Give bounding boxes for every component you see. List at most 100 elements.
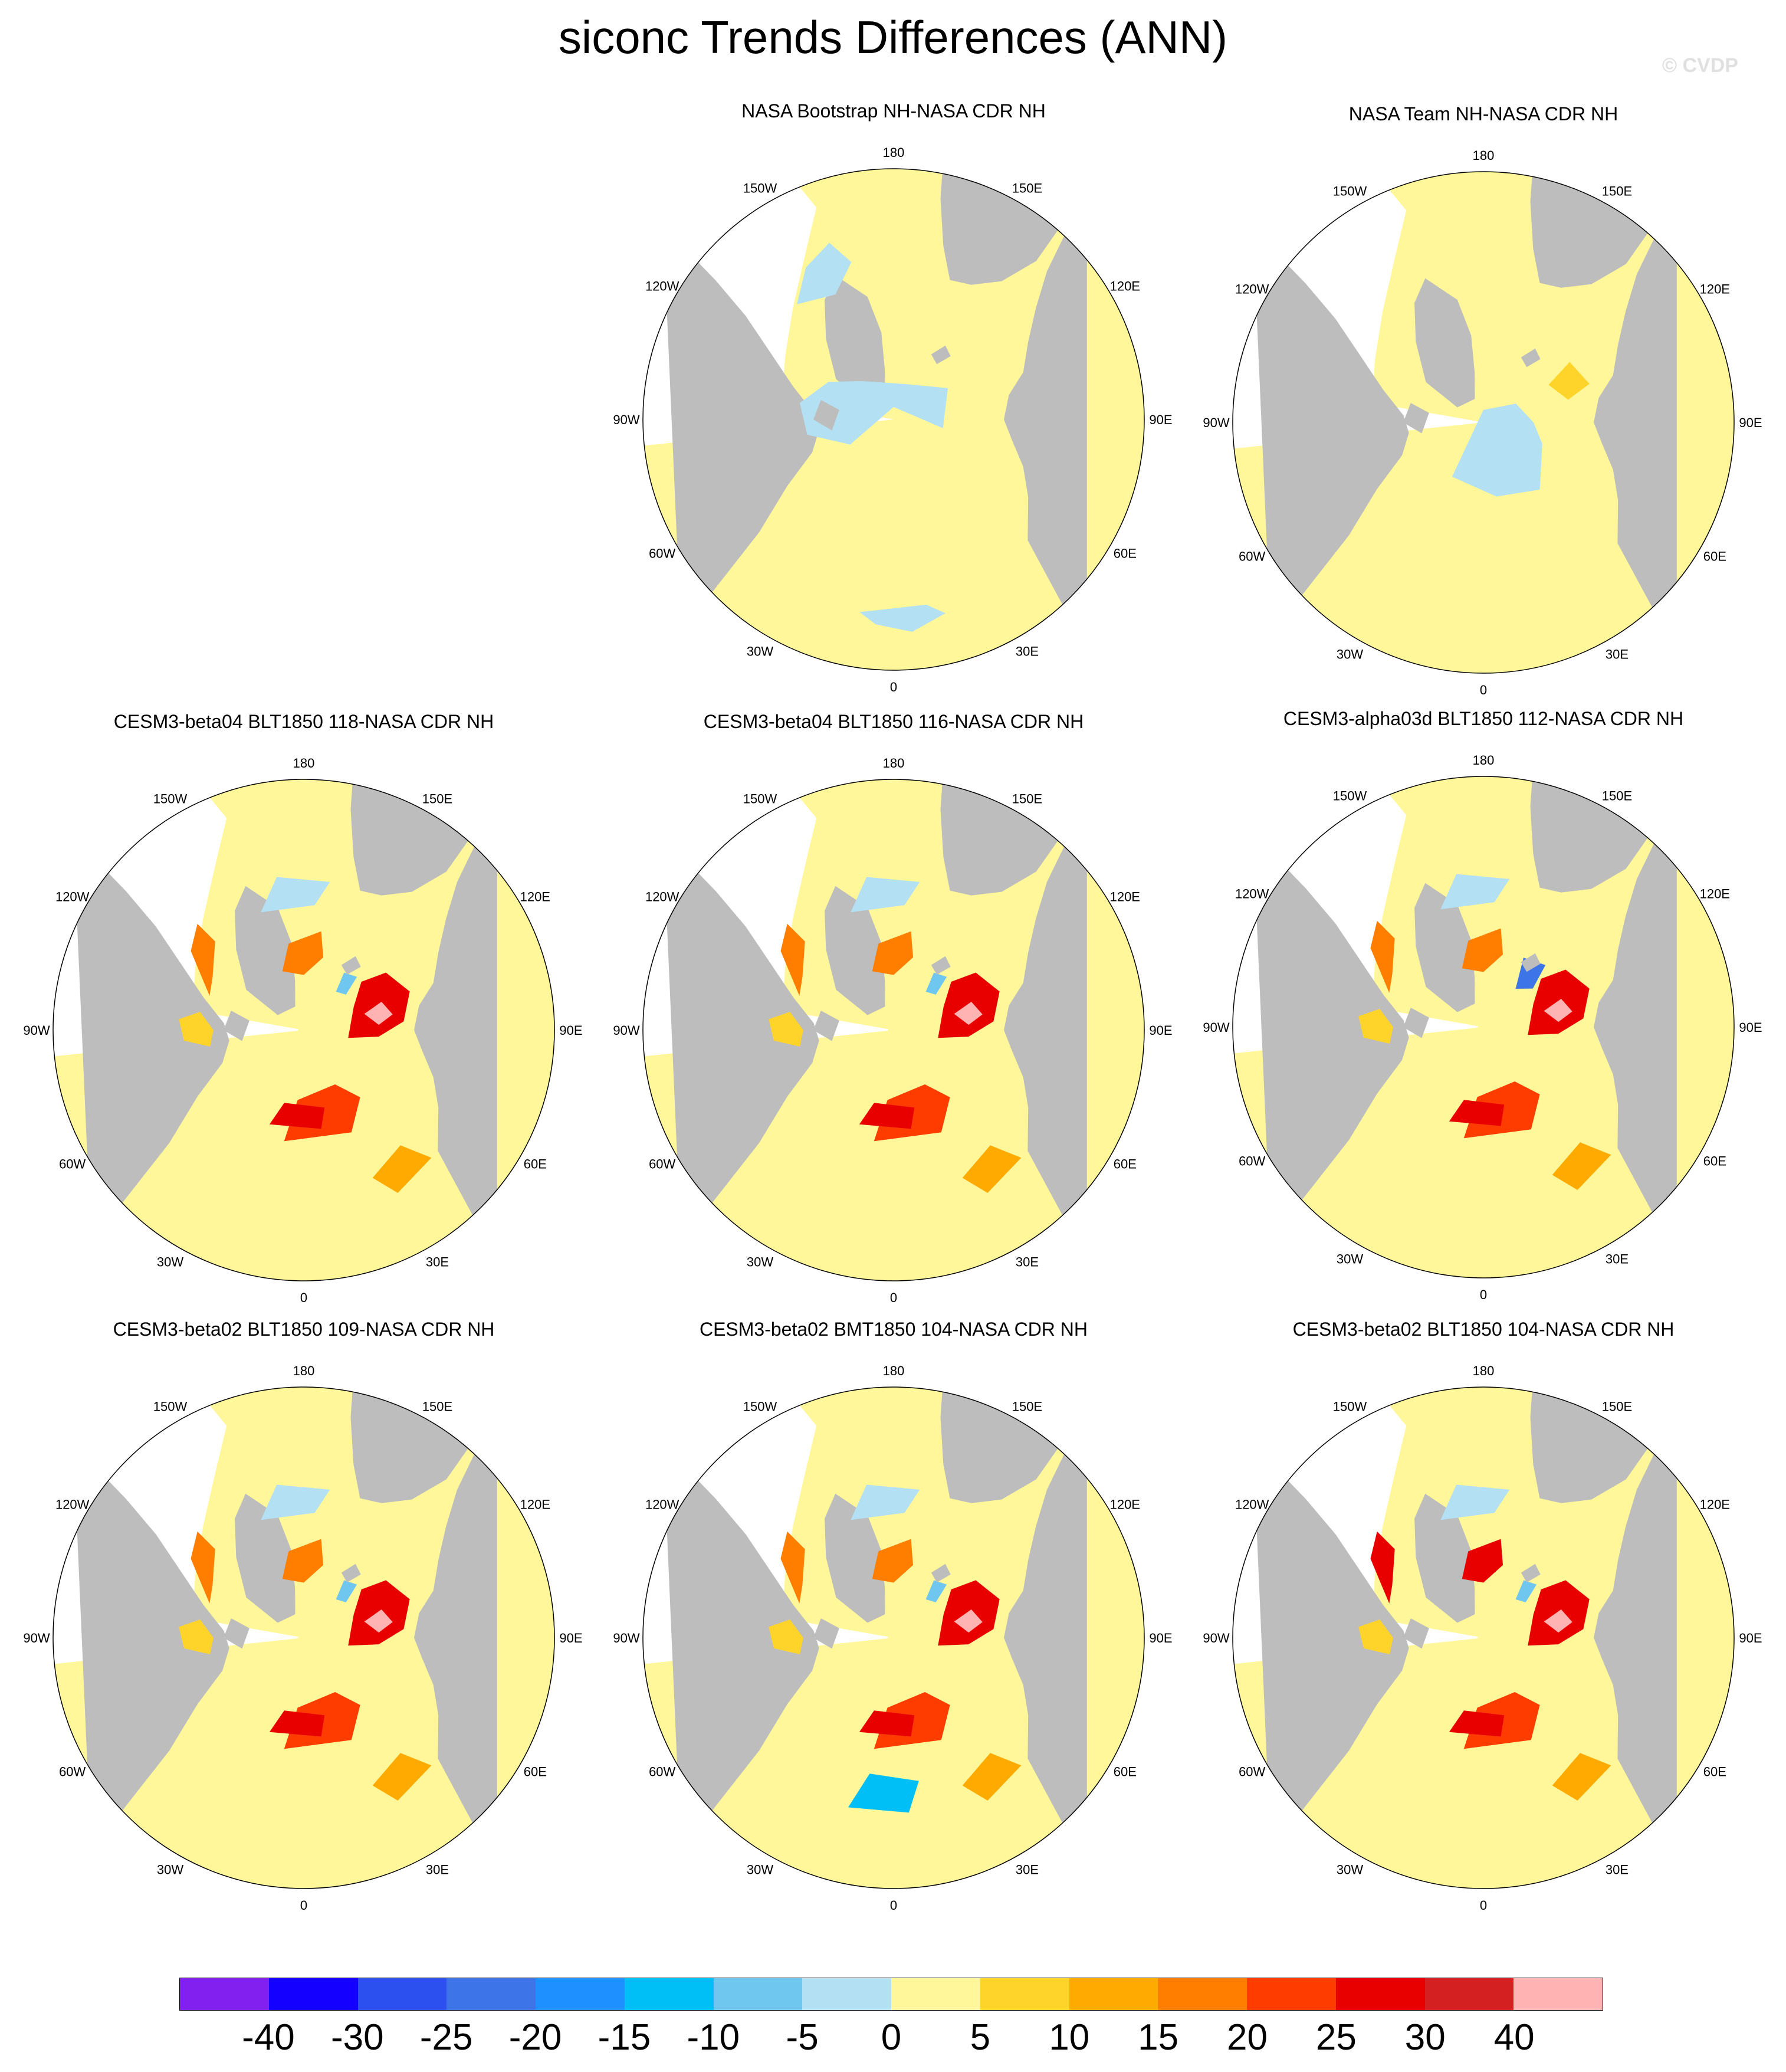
longitude-label: 120W [1235, 887, 1269, 901]
longitude-label: 0 [1480, 1898, 1487, 1913]
land-svalbard [931, 956, 951, 975]
longitude-label: 150E [1012, 181, 1042, 196]
land-europe [1530, 776, 1677, 893]
longitude-label: 90E [559, 1023, 582, 1038]
polar-map: 180 150E 120E 90E 60E 30E 0 30W 60W 90W 120W 150W [1203, 753, 1762, 1302]
longitude-label: 60E [1114, 546, 1137, 561]
colorbar-tick-label: 25 [1315, 2017, 1357, 2058]
anomaly-field [954, 1002, 983, 1025]
longitude-label: 60W [1239, 1154, 1265, 1169]
map-panel-1: NASA Bootstrap NH-NASA CDR NH 180 150E 120… [596, 100, 1191, 708]
anomaly-field [1358, 1619, 1393, 1654]
map-panel-5: CESM3-alpha03d BLT1850 112-NASA CDR NH 1… [1186, 708, 1781, 1316]
anomaly-field [1358, 1009, 1393, 1044]
longitude-label: 60E [1114, 1157, 1137, 1172]
anomaly-field [1515, 1580, 1537, 1602]
panel-title: CESM3-beta04 BLT1850 118-NASA CDR NH [113, 711, 494, 732]
anomaly-field [1449, 1710, 1505, 1737]
longitude-label: 180 [293, 1363, 315, 1378]
longitude-label: 30W [1337, 1251, 1363, 1266]
land-svalbard [341, 956, 361, 975]
longitude-label: 90E [1149, 1023, 1172, 1038]
longitude-label: 120W [645, 1497, 679, 1512]
missing-data-region [53, 1387, 304, 1670]
colorbar-labels: -40 -30 -25 -20 -15 -10 -5 0 5 10 15 20 25 30 40 [0, 2017, 1786, 2064]
land-archipelago [813, 1011, 839, 1041]
map-border [52, 779, 555, 1281]
longitude-label: 60W [649, 1765, 675, 1779]
land-archipelago [1403, 1618, 1429, 1649]
anomaly-field [282, 931, 323, 975]
land-europe [350, 1387, 497, 1503]
colorbar-tick-label: -10 [687, 2017, 740, 2058]
longitude-label: 60W [1239, 549, 1265, 564]
longitude-label: 30E [426, 1254, 449, 1269]
longitude-label: 30E [426, 1862, 449, 1877]
longitude-label: 150W [743, 792, 777, 806]
colorbar [179, 1978, 1603, 2011]
longitude-label: 60W [649, 546, 675, 561]
longitude-label: 30E [1606, 647, 1629, 661]
longitude-label: 150W [1333, 789, 1367, 804]
longitude-label: 30E [1016, 1862, 1039, 1877]
land-eurasia [1004, 1407, 1087, 1868]
map-panel-4: CESM3-beta04 BLT1850 116-NASA CDR NH 180… [596, 711, 1191, 1319]
polar-map: 180 150E 120E 90E 60E 30E 0 30W 60W 90W 120W 150W [23, 756, 582, 1305]
anomaly-field [1440, 874, 1510, 910]
longitude-label: 60E [524, 1157, 547, 1172]
longitude-label: 90E [1149, 412, 1172, 427]
anomaly-field [1452, 404, 1542, 497]
panel-title: CESM3-beta02 BLT1850 109-NASA CDR NH [113, 1319, 495, 1340]
colorbar-swatch [713, 1978, 803, 2010]
land-north-america [663, 837, 819, 1243]
anomaly-field [872, 1539, 913, 1583]
longitude-label: 30E [1606, 1862, 1629, 1877]
anomaly-field [364, 1609, 393, 1633]
land-archipelago [813, 1618, 839, 1649]
land-archipelago [224, 1011, 249, 1041]
longitude-label: 30W [1337, 647, 1363, 661]
land-svalbard [1521, 1563, 1541, 1583]
colorbar-swatch [1513, 1978, 1603, 2010]
colorbar-tick-label: 5 [970, 2017, 991, 2058]
map-panel-2: NASA Team NH-NASA CDR NH 180 150E 120E 90E 6… [1186, 103, 1781, 711]
anomaly-field [191, 923, 215, 996]
anomaly-field [862, 1001, 943, 1106]
land-eurasia [1594, 1407, 1677, 1868]
panel-title: CESM3-beta02 BLT1850 104-NASA CDR NH [1292, 1319, 1675, 1340]
longitude-label: 0 [890, 680, 897, 694]
colorbar-tick-label: 20 [1227, 2017, 1268, 2058]
longitude-label: 150E [1012, 1399, 1042, 1414]
polar-map: 180 150E 120E 90E 60E 30E 0 30W 60W 90W 120W 150W [1203, 148, 1762, 697]
land-north-america [73, 1444, 229, 1851]
anomaly-field [925, 972, 947, 995]
map-panel-6: CESM3-beta02 BLT1850 109-NASA CDR NH 180… [6, 1319, 602, 1926]
anomaly-field [1544, 999, 1572, 1022]
anomaly-field [282, 1539, 323, 1583]
anomaly-field [954, 1609, 983, 1633]
longitude-label: 30W [747, 644, 773, 658]
anomaly-field [1548, 362, 1590, 400]
longitude-label: 60E [1114, 1765, 1137, 1779]
longitude-label: 150E [1602, 789, 1632, 804]
anomaly-field [336, 1580, 357, 1602]
colorbar-swatch [1335, 1978, 1425, 2010]
anomaly-field [364, 1002, 393, 1025]
anomaly-field [372, 1753, 432, 1801]
longitude-label: 180 [293, 756, 315, 771]
land-greenland [235, 1493, 296, 1623]
longitude-label: 120E [1110, 890, 1140, 904]
longitude-label: 150W [153, 1399, 188, 1414]
land-greenland [1414, 883, 1475, 1012]
longitude-label: 30W [747, 1862, 773, 1877]
longitude-label: 60E [524, 1765, 547, 1779]
anomaly-field [272, 1001, 353, 1106]
longitude-label: 150W [743, 181, 777, 196]
anomaly-field [797, 242, 852, 304]
longitude-label: 90W [613, 1631, 639, 1645]
longitude-label: 150E [1602, 1399, 1632, 1414]
longitude-label: 120W [645, 890, 679, 904]
anomaly-field [179, 1619, 214, 1654]
map-panel-8: CESM3-beta02 BLT1850 104-NASA CDR NH 180… [1186, 1319, 1781, 1926]
longitude-label: 60E [1703, 549, 1726, 564]
